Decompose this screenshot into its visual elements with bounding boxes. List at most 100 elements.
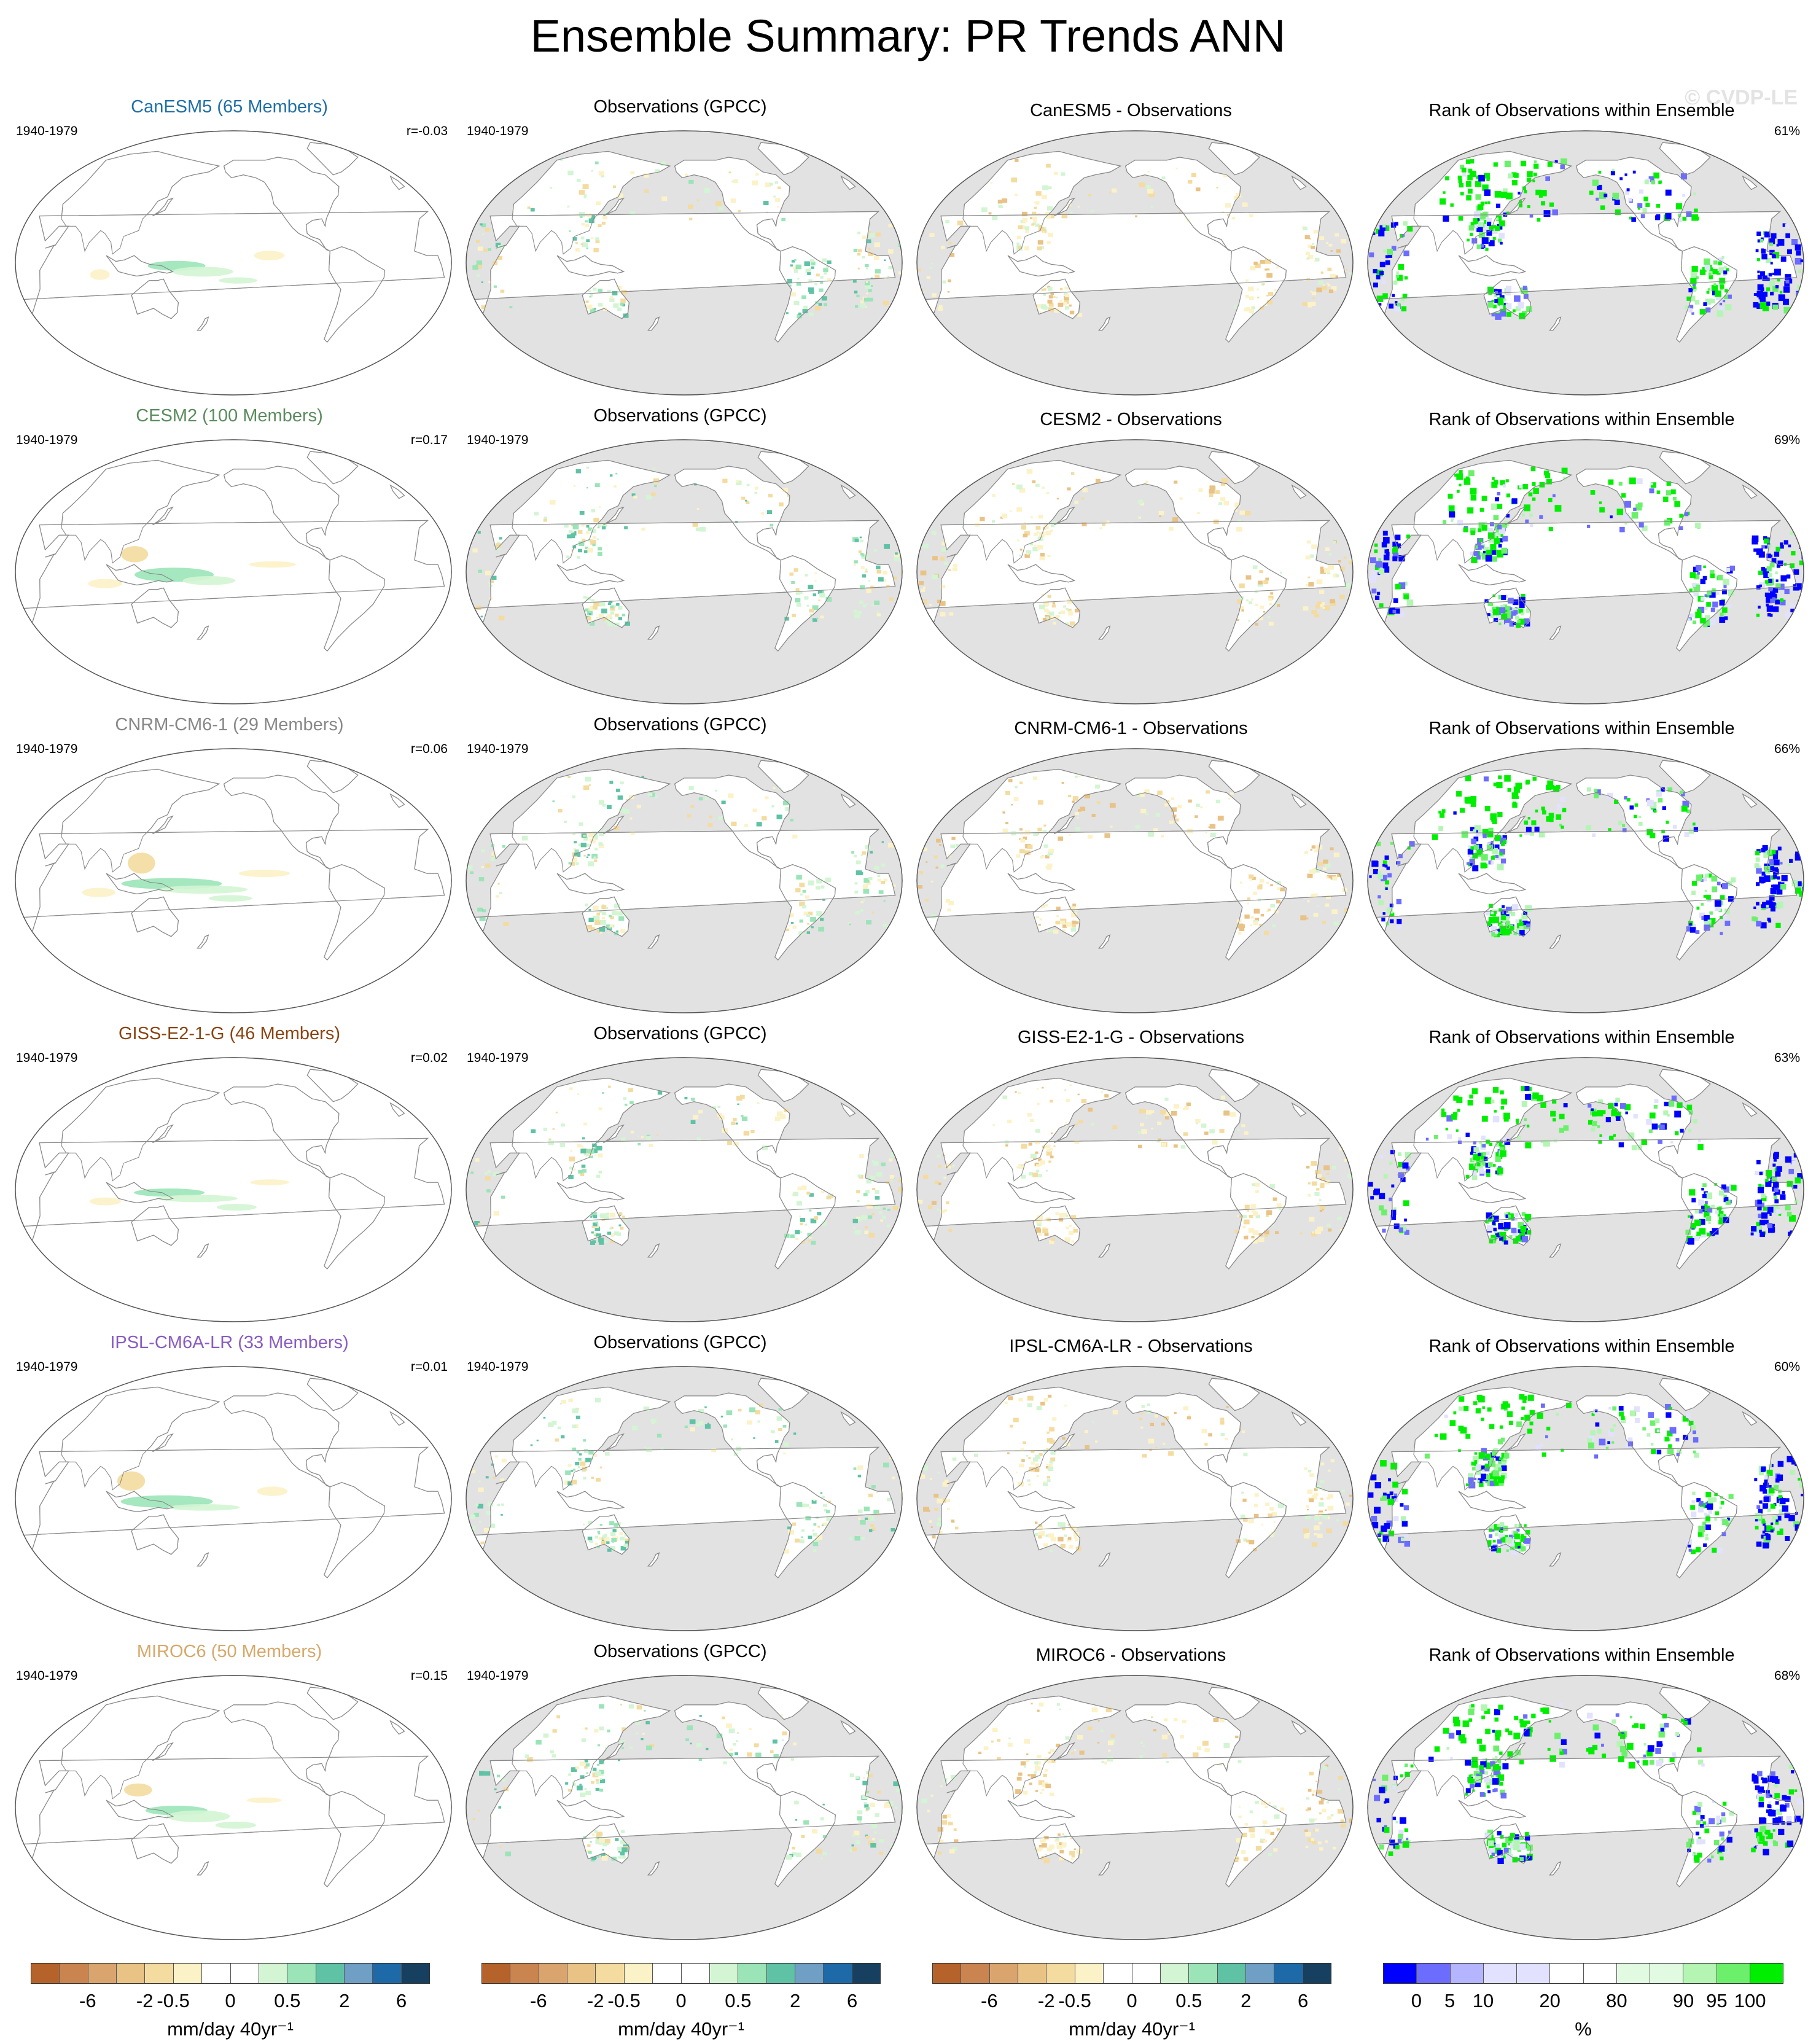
rank-cell <box>1549 784 1554 790</box>
rank-cell <box>1767 918 1771 921</box>
trend-cell <box>1307 1470 1312 1473</box>
trend-cell <box>585 903 588 907</box>
rank-cell <box>1759 1484 1766 1492</box>
trend-cell <box>1085 1445 1090 1449</box>
rank-cell <box>1795 851 1801 858</box>
rank-cell <box>1681 805 1688 812</box>
trend-cell <box>1048 848 1054 853</box>
rank-cell <box>1526 779 1530 784</box>
trend-cell <box>1245 510 1251 516</box>
trend-cell <box>1245 279 1249 282</box>
rank-cell <box>1384 864 1388 868</box>
trend-cell <box>543 1128 547 1131</box>
rank-cell <box>1703 258 1710 265</box>
trend-cell <box>948 900 954 906</box>
coastline <box>647 1243 660 1258</box>
trend-cell <box>859 600 863 604</box>
trend-cell <box>561 1123 565 1127</box>
coastline <box>1373 829 1798 931</box>
coastline <box>1742 484 1758 499</box>
trend-cell <box>1344 583 1350 588</box>
rank-cell <box>1497 864 1504 871</box>
trend-cell <box>795 1238 798 1241</box>
rank-cell <box>1457 1109 1460 1112</box>
trend-cell <box>793 1432 797 1435</box>
trend-cell <box>1149 1448 1152 1451</box>
rank-cell <box>1541 806 1545 811</box>
rank-cell <box>1489 1524 1494 1530</box>
period-label: 1940-1979 <box>16 1669 78 1683</box>
trend-cell <box>1253 908 1260 914</box>
world-map <box>463 437 905 707</box>
trend-cell <box>1075 827 1080 831</box>
trend-cell <box>580 843 586 848</box>
trend-cell <box>938 305 943 308</box>
trend-cell <box>1314 849 1319 852</box>
trend-cell <box>1024 246 1030 251</box>
rank-cell <box>1648 1129 1653 1133</box>
rank-cell <box>1755 1526 1759 1530</box>
trend-cell <box>1326 242 1329 244</box>
trend-cell <box>585 546 588 550</box>
trend-cell <box>729 1748 733 1751</box>
trend-cell <box>1036 1406 1042 1411</box>
rank-cell <box>1775 547 1780 552</box>
trend-cell <box>1015 1091 1017 1093</box>
trend-cell <box>1032 222 1036 225</box>
trend-cell <box>1054 308 1060 313</box>
rank-cell <box>1621 493 1626 498</box>
trend-cell <box>619 808 625 813</box>
coastline <box>152 1124 174 1144</box>
rank-cell <box>1761 904 1764 908</box>
rank-cell <box>1793 1185 1798 1189</box>
rank-cell <box>1614 1102 1618 1107</box>
rank-cell <box>1686 1539 1693 1545</box>
trend-cell <box>793 267 798 270</box>
trend-cell <box>467 865 473 870</box>
rank-cell <box>1395 583 1401 590</box>
trend-cell <box>688 786 694 790</box>
trend-cell <box>824 303 828 306</box>
obs-title: Observations (GPCC) <box>593 406 767 426</box>
rank-cell <box>1524 820 1529 825</box>
trend-cell <box>1252 1239 1258 1244</box>
rank-cell <box>1559 1114 1565 1120</box>
trend-cell <box>881 863 886 867</box>
trend-cell <box>621 1137 626 1141</box>
trend-cell <box>806 1192 811 1195</box>
rank-cell <box>1505 1214 1510 1219</box>
trend-cell <box>596 617 598 619</box>
rank-cell <box>1506 1403 1510 1408</box>
trend-cell <box>883 1207 886 1210</box>
rank-cell <box>1537 1094 1543 1102</box>
rank-cell <box>1441 809 1446 813</box>
rank-cell <box>1691 924 1696 930</box>
trend-cell <box>591 1212 597 1217</box>
trend-cell <box>1164 1098 1169 1101</box>
trend-cell <box>579 541 585 546</box>
trend-cell <box>1013 797 1019 802</box>
trend-cell <box>952 567 957 572</box>
trend-cell <box>863 889 870 894</box>
trend-cell <box>871 911 875 914</box>
trend-cell <box>808 927 811 929</box>
rank-cell <box>1465 159 1471 164</box>
trend-cell <box>1316 1188 1320 1191</box>
rank-cell <box>1761 248 1764 252</box>
trend-cell <box>810 261 816 266</box>
rank-cell <box>1766 301 1771 306</box>
map-panel-model: MIROC6 (50 Members) 1940-1979 r=0.15 <box>4 1642 455 1949</box>
trend-cell <box>1253 1513 1259 1518</box>
trend-cell <box>1147 1403 1150 1406</box>
trend-cell <box>580 1149 586 1153</box>
rank-cell <box>1680 792 1685 797</box>
rank-cell <box>1370 1474 1377 1481</box>
trend-cell <box>610 605 614 609</box>
rank-cell <box>1704 607 1708 610</box>
rank-cell <box>1799 891 1804 897</box>
trend-cell <box>1249 296 1254 300</box>
rank-cell <box>1468 225 1475 231</box>
rank-cell <box>1475 830 1478 833</box>
coastline <box>1098 934 1111 949</box>
trend-cell <box>470 871 473 875</box>
